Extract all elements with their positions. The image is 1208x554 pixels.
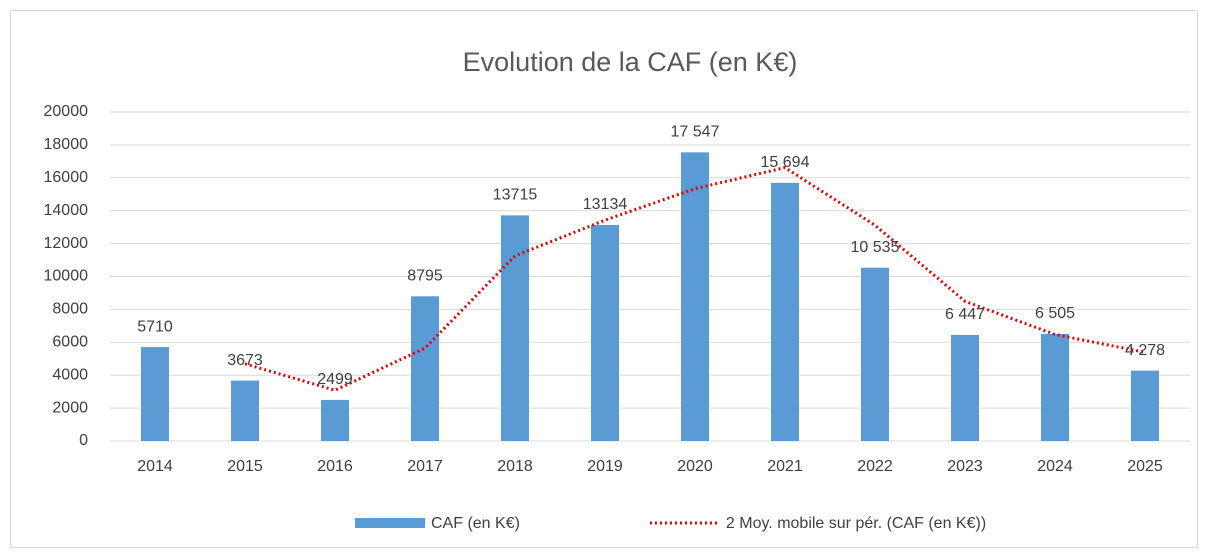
x-tick-label: 2022 [857, 458, 893, 475]
bar [231, 380, 259, 441]
bar [141, 347, 169, 441]
x-tick-label: 2018 [497, 458, 533, 475]
bar [861, 267, 889, 441]
bar [1131, 370, 1159, 441]
x-tick-label: 2025 [1127, 458, 1163, 475]
chart-title: Evolution de la CAF (en K€) [463, 47, 798, 77]
x-tick-label: 2021 [767, 458, 803, 475]
x-tick-label: 2023 [947, 458, 983, 475]
bar [591, 224, 619, 441]
data-label: 13134 [583, 196, 628, 213]
bar [411, 296, 439, 441]
bar [951, 334, 979, 441]
bar [681, 152, 709, 441]
y-tick-label: 14000 [44, 202, 89, 219]
y-tick-label: 0 [79, 432, 88, 449]
data-label: 17 547 [671, 124, 720, 141]
bar [1041, 333, 1069, 441]
data-label: 4 278 [1125, 342, 1165, 359]
data-label: 5710 [137, 318, 173, 335]
data-label: 3673 [227, 352, 263, 369]
bar [321, 399, 349, 441]
y-tick-label: 16000 [44, 169, 89, 186]
y-tick-label: 2000 [52, 399, 88, 416]
x-tick-label: 2016 [317, 458, 353, 475]
data-label: 15 694 [761, 154, 810, 171]
y-tick-label: 12000 [44, 235, 89, 252]
x-tick-label: 2019 [587, 458, 623, 475]
x-tick-label: 2020 [677, 458, 713, 475]
x-tick-label: 2014 [137, 458, 173, 475]
data-label: 8795 [407, 268, 443, 285]
y-tick-label: 4000 [52, 366, 88, 383]
data-label: 6 505 [1035, 305, 1075, 322]
x-tick-label: 2024 [1037, 458, 1073, 475]
data-label: 13715 [493, 187, 538, 204]
moving-average-line [244, 165, 1146, 392]
x-tick-label: 2015 [227, 458, 263, 475]
y-tick-label: 18000 [44, 136, 89, 153]
legend-swatch [355, 518, 425, 528]
y-tick-label: 6000 [52, 334, 88, 351]
data-label: 10 535 [851, 239, 900, 256]
bar [771, 182, 799, 442]
data-label: 6 447 [945, 306, 985, 323]
y-tick-label: 20000 [44, 103, 89, 120]
legend-label: CAF (en K€) [431, 515, 520, 532]
y-tick-label: 10000 [44, 268, 89, 285]
x-tick-label: 2017 [407, 458, 443, 475]
y-tick-label: 8000 [52, 301, 88, 318]
bar [501, 215, 529, 441]
data-label: 2499 [317, 371, 353, 388]
legend-label: 2 Moy. mobile sur pér. (CAF (en K€)) [726, 515, 986, 532]
